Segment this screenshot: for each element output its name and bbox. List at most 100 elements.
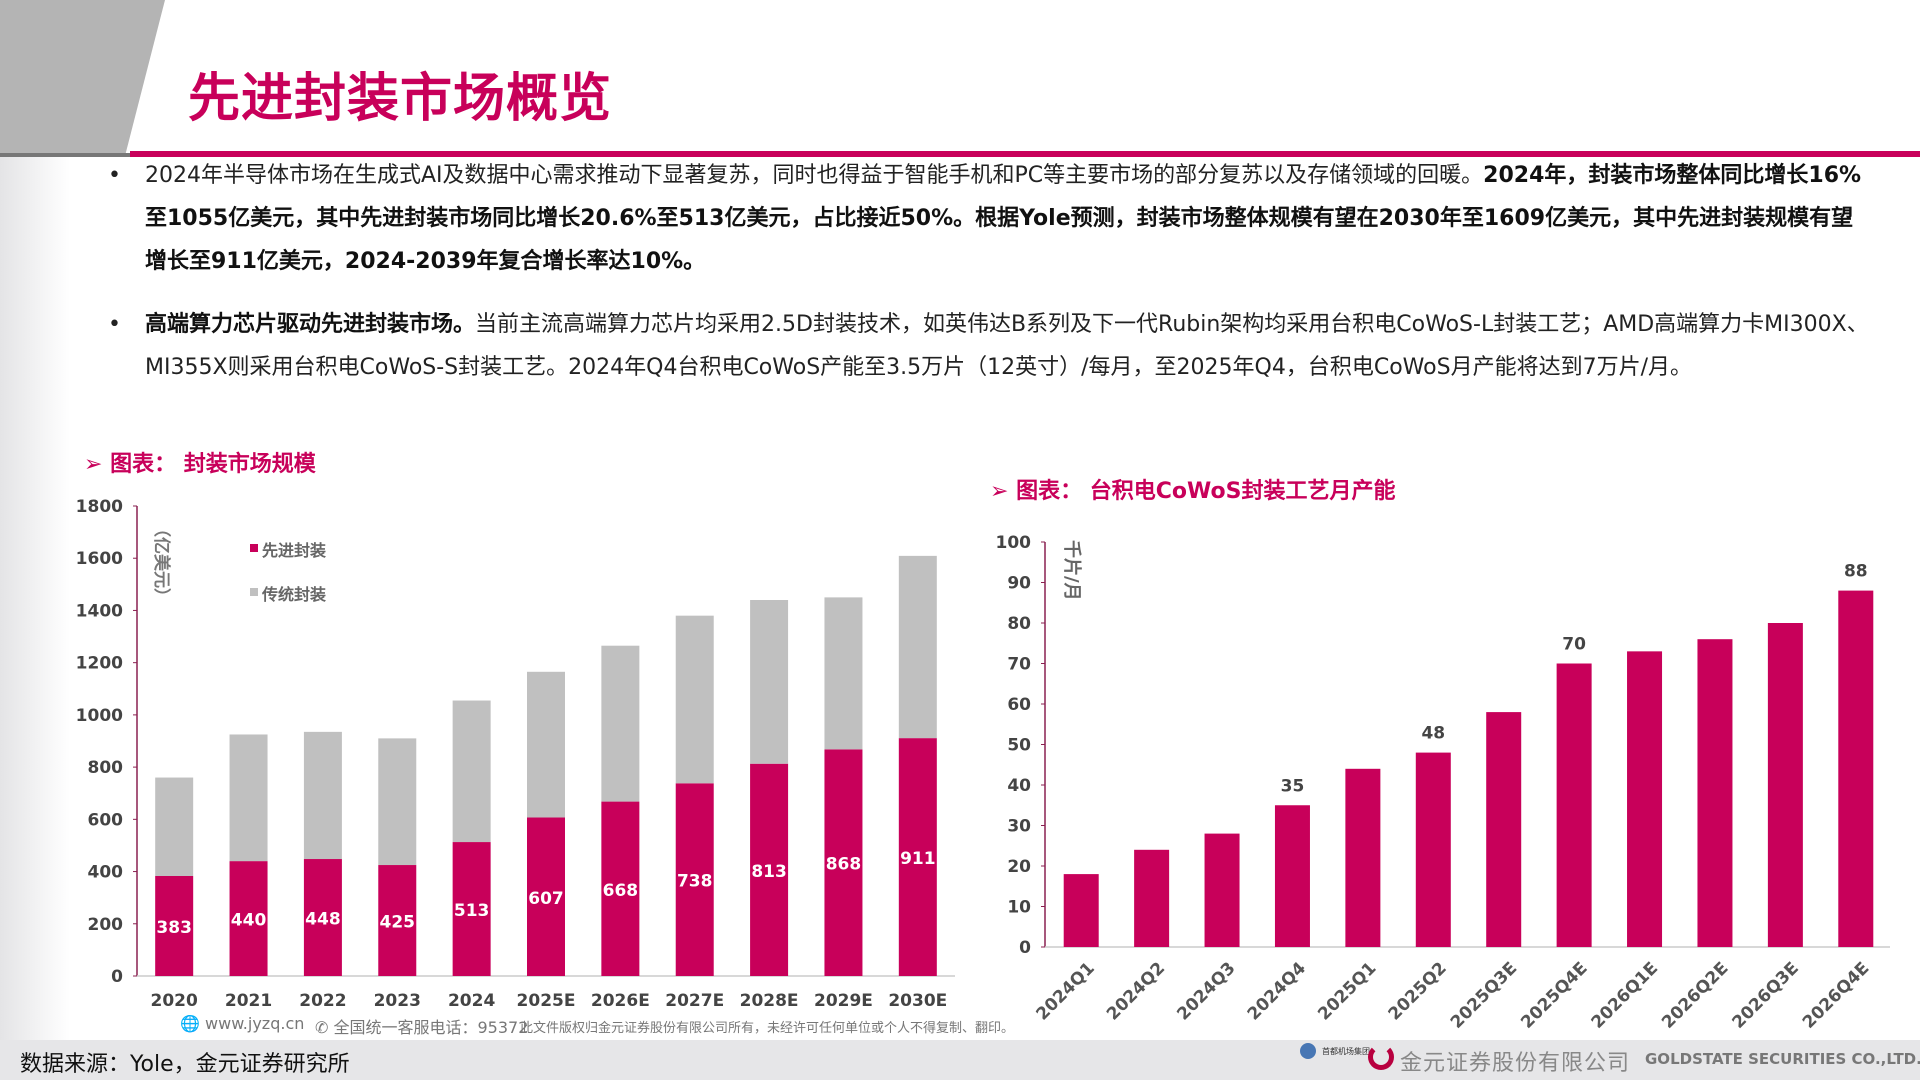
y-tick-label: 0	[111, 967, 123, 987]
x-tick-label: 2024	[448, 991, 495, 1011]
bar-traditional	[824, 597, 863, 750]
x-tick-label: 2025Q2	[1385, 958, 1451, 1024]
x-tick-label: 2024Q3	[1173, 958, 1239, 1024]
bar-advanced	[527, 817, 565, 976]
x-tick-label: 2025Q3E	[1447, 958, 1521, 1032]
data-label: 48	[1421, 724, 1445, 744]
bar-advanced	[824, 749, 863, 976]
legend-label: 先进封装	[262, 541, 326, 560]
x-tick-label: 2024Q4	[1244, 958, 1310, 1024]
x-tick-label: 2020	[151, 991, 198, 1011]
y-tick-label: 1000	[76, 706, 123, 726]
bar-advanced	[378, 865, 417, 976]
y-tick-label: 40	[1007, 776, 1031, 796]
chart1-title: ➢ 图表： 封装市场规模	[84, 452, 316, 477]
bullet-1: • 2024年半导体市场在生成式AI及数据中心需求推动下显著复苏，同时也得益于智…	[108, 154, 1873, 283]
bar-traditional	[229, 734, 268, 862]
y-tick-label: 400	[88, 863, 124, 883]
x-tick-label: 2026Q4E	[1799, 958, 1873, 1032]
footer-hotline: ✆ 全国统一客服电话：95372	[315, 1018, 529, 1037]
bar-traditional	[155, 777, 194, 876]
y-tick-label: 60	[1007, 695, 1031, 715]
legend-label: 传统封装	[261, 585, 326, 604]
bullet-1-bold: 2024年，封装市场整体同比增长16%至1055亿美元，其中先进封装市场同比增长…	[145, 163, 1862, 274]
bar-capacity	[1767, 623, 1803, 947]
logo-text-en: GOLDSTATE SECURITIES CO.,LTD.	[1645, 1050, 1920, 1068]
data-label: 738	[677, 872, 713, 892]
data-label: 813	[751, 862, 787, 882]
bar-traditional	[452, 700, 491, 843]
y-tick-label: 0	[1019, 938, 1031, 958]
bullet-2-bold: 高端算力芯片驱动先进封装市场。	[145, 312, 476, 337]
y-tick-label: 70	[1007, 655, 1031, 675]
x-tick-label: 2022	[299, 991, 346, 1011]
data-label: 607	[528, 889, 564, 909]
x-tick-label: 2025Q1	[1314, 958, 1380, 1024]
footer-website[interactable]: 🌐 www.jyzq.cn	[180, 1014, 305, 1033]
y-tick-label: 200	[88, 915, 124, 935]
bar-traditional	[378, 738, 417, 866]
bar-capacity	[1486, 712, 1522, 947]
bar-advanced	[229, 861, 268, 976]
x-tick-label: 2026Q1E	[1588, 958, 1662, 1032]
x-tick-label: 2024Q1	[1033, 958, 1099, 1024]
bar-advanced	[750, 763, 789, 976]
bar-capacity	[1274, 805, 1310, 947]
y-tick-label: 1400	[76, 601, 123, 621]
y-tick-label: 90	[1007, 574, 1031, 594]
partner-name: 首都机场集团	[1322, 1047, 1370, 1056]
x-tick-label: 2025Q4E	[1517, 958, 1591, 1032]
x-tick-label: 2026Q3E	[1729, 958, 1803, 1032]
bullet-2: • 高端算力芯片驱动先进封装市场。当前主流高端算力芯片均采用2.5D封装技术，如…	[108, 303, 1873, 389]
chart-marker-icon: ➢	[84, 452, 103, 477]
data-label: 513	[454, 901, 490, 921]
partner-logo-icon	[1300, 1043, 1316, 1059]
data-label: 383	[156, 918, 192, 938]
bar-capacity	[1556, 663, 1592, 947]
bar-advanced	[675, 783, 714, 976]
data-label: 70	[1562, 635, 1586, 655]
y-tick-label: 1800	[76, 497, 123, 517]
footer-band	[0, 1040, 1920, 1080]
bar-capacity	[1345, 768, 1381, 947]
logo-text-cn: 金元证券股份有限公司	[1400, 1051, 1631, 1076]
bullet-2-text: 当前主流高端算力芯片均采用2.5D封装技术，如英伟达B系列及下一代Rubin架构…	[145, 312, 1869, 380]
x-tick-label: 2028E	[740, 991, 799, 1011]
bar-advanced	[155, 875, 194, 976]
y-tick-label: 1200	[76, 654, 123, 674]
data-label: 911	[900, 849, 936, 869]
legend-swatch	[250, 588, 258, 596]
data-label: 868	[826, 855, 862, 875]
bar-capacity	[1838, 590, 1874, 947]
bar-traditional	[675, 615, 714, 784]
y-tick-label: 100	[996, 533, 1032, 553]
bar-capacity	[1134, 849, 1170, 947]
x-tick-label: 2029E	[814, 991, 873, 1011]
bar-advanced	[601, 801, 640, 976]
y-tick-label: 30	[1007, 817, 1031, 837]
bar-advanced	[303, 859, 342, 976]
data-label: 668	[603, 881, 639, 901]
y-axis-label: （亿美元）	[151, 520, 172, 605]
y-tick-label: 50	[1007, 736, 1031, 756]
data-label: 448	[305, 910, 341, 930]
data-label: 440	[231, 911, 267, 931]
x-tick-label: 2026E	[591, 991, 650, 1011]
x-tick-label: 2025E	[517, 991, 576, 1011]
bar-traditional	[898, 555, 937, 739]
data-label: 88	[1844, 562, 1868, 582]
header-rule-gray	[0, 153, 130, 157]
bullet-dot: •	[108, 163, 121, 188]
y-tick-label: 20	[1007, 857, 1031, 877]
data-label: 425	[380, 913, 416, 933]
bar-traditional	[303, 731, 342, 860]
y-tick-label: 1600	[76, 549, 123, 569]
bar-capacity	[1697, 639, 1733, 947]
x-tick-label: 2027E	[665, 991, 724, 1011]
y-tick-label: 10	[1007, 898, 1031, 918]
bullet-dot: •	[108, 312, 121, 337]
bar-advanced	[898, 738, 937, 976]
bar-capacity	[1627, 651, 1663, 947]
bar-capacity	[1063, 874, 1099, 947]
